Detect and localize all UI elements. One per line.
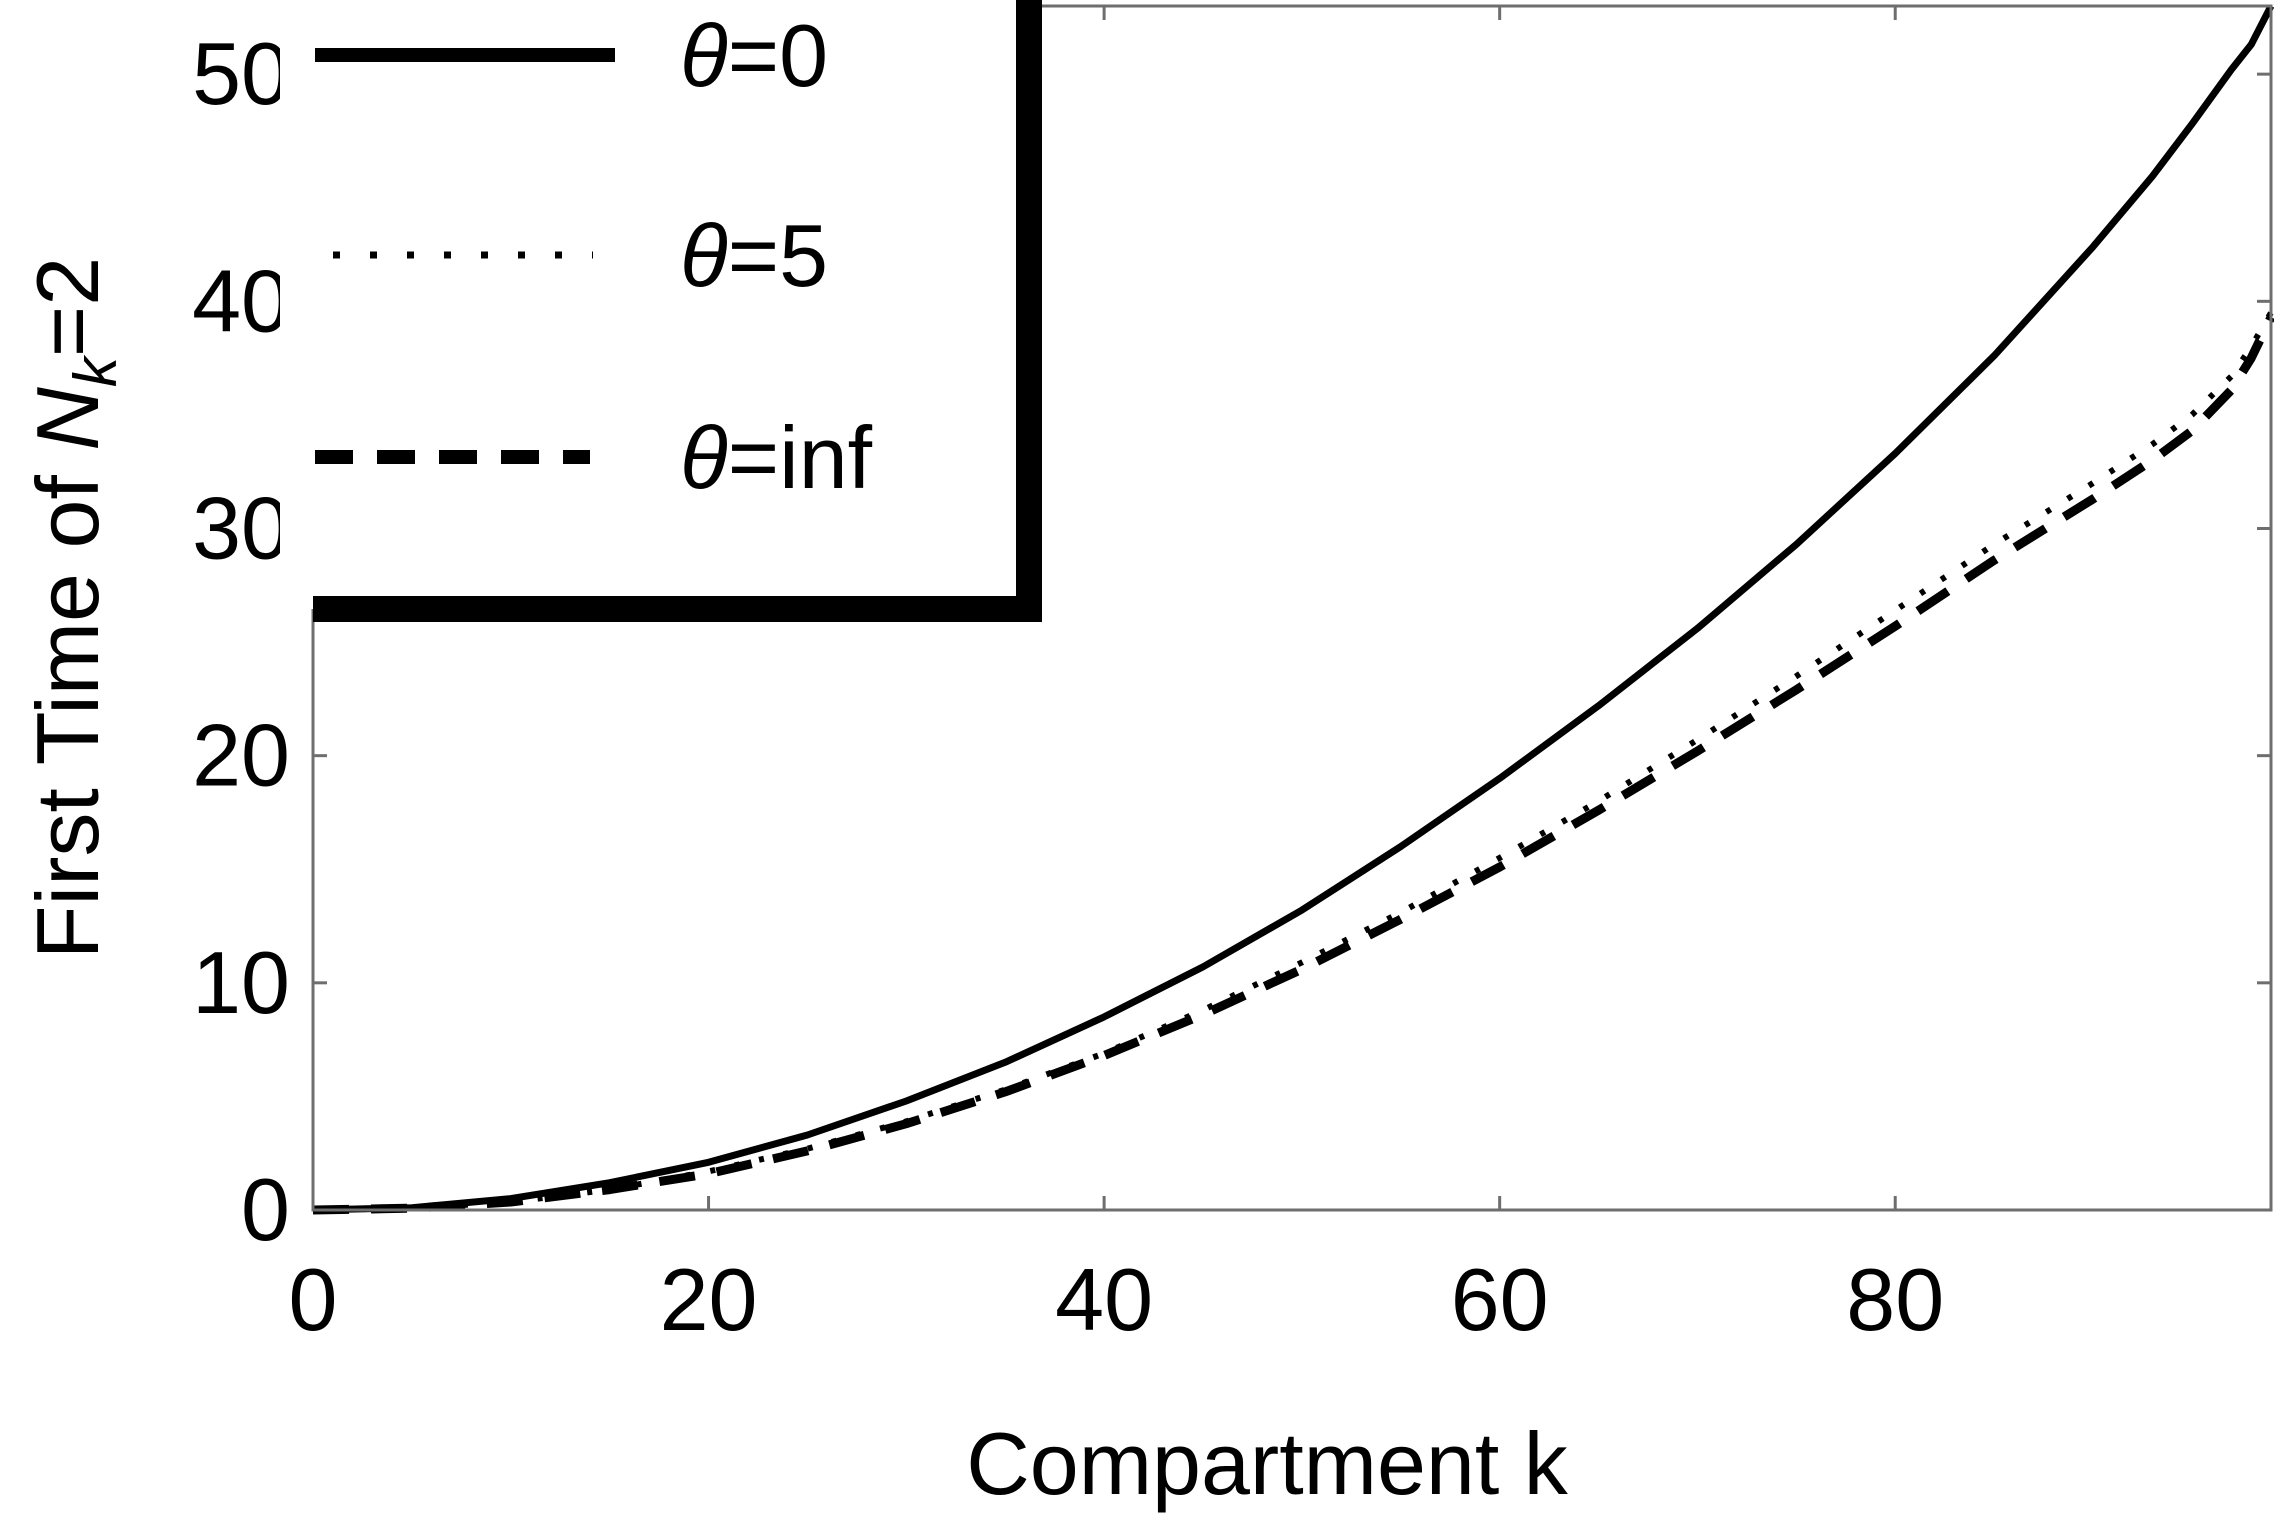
legend-label-theta-5: θ=5 [680,206,828,305]
x-tick-label: 0 [289,1250,338,1349]
x-tick-label: 20 [660,1250,758,1349]
x-tick-label: 80 [1846,1250,1944,1349]
y-tick-label: 0 [241,1160,290,1259]
tick-labels-layer: 0 20 40 60 80 0 10 20 30 40 50 [192,24,1944,1349]
series-line-solid [312,4,2274,1214]
y-axis-title-prefix: First Time of [18,451,117,960]
y-tick-label: 20 [192,706,290,805]
y-axis-title: First Time of Nk=2 [18,257,129,959]
y-axis-title-sub: k [62,354,129,387]
legend: θ=0 θ=5 θ=inf [280,0,1042,622]
series-layer [312,4,2274,1215]
legend-theta-value: =5 [728,206,828,305]
x-axis-title: Compartment k [966,1414,1569,1513]
y-tick-label: 40 [192,251,290,350]
series-line-dashed [312,315,2274,1215]
y-axis-title-var: N [18,387,117,451]
x-tick-label: 40 [1055,1250,1153,1349]
legend-theta-symbol: θ [680,408,728,507]
y-tick-label: 30 [192,478,290,577]
legend-theta-value: =inf [728,408,873,507]
legend-label-theta-inf: θ=inf [680,408,873,507]
legend-theta-symbol: θ [680,6,728,105]
y-tick-label: 10 [192,933,290,1032]
legend-theta-value: =0 [728,6,828,105]
y-tick-label: 50 [192,24,290,123]
x-tick-label: 60 [1451,1250,1549,1349]
legend-theta-symbol: θ [680,206,728,305]
legend-label-theta-0: θ=0 [680,6,828,105]
y-axis-title-suffix: =2 [18,257,117,357]
legend-box [280,0,1029,609]
